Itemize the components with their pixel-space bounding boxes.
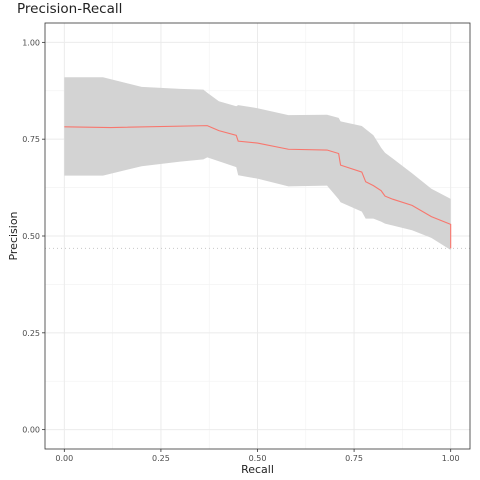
confidence-band <box>64 77 451 250</box>
y-tick-label: 0.25 <box>22 329 40 338</box>
y-tick-label: 0.00 <box>22 426 40 435</box>
y-tick-label: 0.75 <box>22 135 40 144</box>
x-tick-label: 0.75 <box>345 454 363 463</box>
y-tick-label: 1.00 <box>22 38 40 47</box>
series-line <box>64 125 452 249</box>
x-tick-label: 0.50 <box>249 454 267 463</box>
x-tick-label: 1.00 <box>442 454 460 463</box>
x-tick-label: 0.00 <box>55 454 73 463</box>
x-tick-label: 0.25 <box>152 454 170 463</box>
x-axis-title: Recall <box>241 463 274 476</box>
y-axis-title: Precision <box>7 211 20 260</box>
y-tick-label: 0.50 <box>22 232 40 241</box>
chart-title: Precision-Recall <box>17 1 123 17</box>
